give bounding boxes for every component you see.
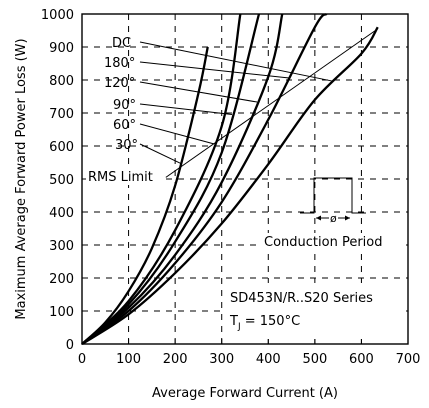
y-tick-label: 400	[49, 206, 74, 221]
junction-temp: TJ = 150°C	[229, 314, 300, 332]
leader-dc	[139, 41, 334, 82]
x-tick-label: 100	[116, 352, 141, 367]
phi-label: ø	[330, 212, 337, 225]
y-tick-label: 500	[49, 173, 74, 188]
label-rms-limit: RMS Limit	[88, 170, 153, 185]
y-tick-label: 300	[49, 239, 74, 254]
x-tick-label: 300	[209, 352, 234, 367]
y-tick-label: 800	[49, 74, 74, 89]
label-120: 120°	[104, 76, 135, 91]
series-line-90	[81, 13, 261, 345]
leader-180	[139, 61, 290, 79]
series-line-120	[81, 13, 284, 345]
y-tick-label: 0	[66, 338, 74, 353]
rms-label-bg	[86, 167, 162, 185]
label-leader-lines	[139, 28, 379, 178]
rms-limit-line	[165, 28, 379, 178]
conduction-period-diagram: ø	[300, 177, 366, 225]
label-30: 30°	[115, 138, 138, 153]
pulse-shape	[300, 177, 366, 214]
tj-prefix: T	[229, 314, 238, 329]
x-tick-label: 500	[302, 352, 327, 367]
x-tick-label: 400	[256, 352, 281, 367]
y-axis-label: Maximum Average Forward Power Loss (W)	[14, 38, 29, 319]
series-name: SD453N/R..S20 Series	[230, 291, 373, 306]
label-conduction-period: Conduction Period	[264, 235, 382, 250]
x-tick-label: 600	[349, 352, 374, 367]
series-curves	[81, 13, 379, 345]
label-60: 60°	[113, 118, 136, 133]
x-tick-label: 200	[163, 352, 188, 367]
axis-ticks: 0 100 200 300 400 500 600 700 0 100 200 300 400 500 60…	[41, 8, 421, 367]
y-tick-label: 600	[49, 140, 74, 155]
plot-frame	[81, 13, 409, 345]
leader-60	[139, 123, 214, 145]
tj-subscript: J	[237, 322, 241, 332]
x-axis-label: Average Forward Current (A)	[152, 386, 338, 401]
leader-30	[139, 143, 181, 164]
y-tick-label: 900	[49, 41, 74, 56]
x-tick-label: 0	[78, 352, 86, 367]
y-tick-label: 100	[49, 305, 74, 320]
label-90: 90°	[113, 98, 136, 113]
x-tick-label: 700	[396, 352, 421, 367]
series-line-dc	[81, 26, 379, 345]
leader-90	[139, 103, 233, 115]
series-line-60	[81, 13, 242, 345]
label-dc: DC	[112, 36, 131, 51]
series-line-30	[81, 46, 209, 345]
conduction-label-bg	[262, 233, 402, 250]
info-bg	[226, 283, 406, 339]
leader-120	[139, 81, 258, 103]
y-tick-label: 700	[49, 107, 74, 122]
phi-arrowhead-right	[345, 215, 350, 221]
tj-value: = 150°C	[241, 314, 301, 329]
y-tick-label: 200	[49, 272, 74, 287]
series-line-180	[81, 13, 328, 345]
label-180: 180°	[104, 56, 135, 71]
y-tick-label: 1000	[41, 8, 74, 23]
phi-arrowhead-left	[316, 215, 321, 221]
